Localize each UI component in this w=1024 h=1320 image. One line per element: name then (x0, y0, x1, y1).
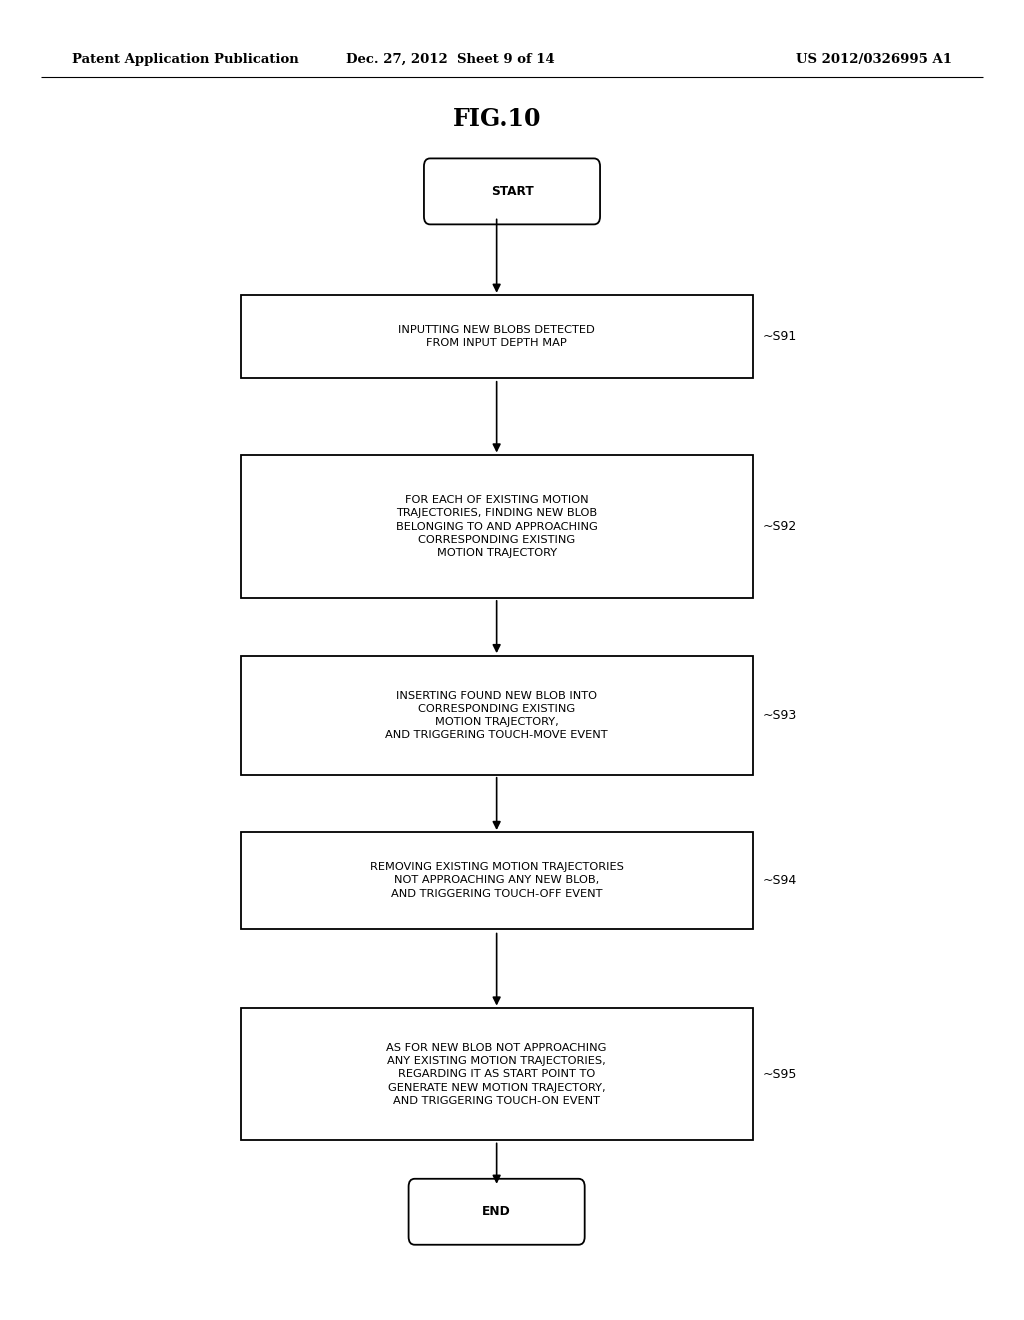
Text: INSERTING FOUND NEW BLOB INTO
CORRESPONDING EXISTING
MOTION TRAJECTORY,
AND TRIG: INSERTING FOUND NEW BLOB INTO CORRESPOND… (385, 690, 608, 741)
Text: FOR EACH OF EXISTING MOTION
TRAJECTORIES, FINDING NEW BLOB
BELONGING TO AND APPR: FOR EACH OF EXISTING MOTION TRAJECTORIES… (395, 495, 598, 558)
Text: US 2012/0326995 A1: US 2012/0326995 A1 (797, 53, 952, 66)
Bar (241, 832, 753, 929)
Text: FIG.10: FIG.10 (453, 107, 541, 131)
Text: ~S94: ~S94 (763, 874, 797, 887)
Bar (241, 656, 753, 775)
Text: AS FOR NEW BLOB NOT APPROACHING
ANY EXISTING MOTION TRAJECTORIES,
REGARDING IT A: AS FOR NEW BLOB NOT APPROACHING ANY EXIS… (386, 1043, 607, 1106)
Text: ~S95: ~S95 (763, 1068, 798, 1081)
Text: END: END (482, 1205, 511, 1218)
Text: REMOVING EXISTING MOTION TRAJECTORIES
NOT APPROACHING ANY NEW BLOB,
AND TRIGGERI: REMOVING EXISTING MOTION TRAJECTORIES NO… (370, 862, 624, 899)
Bar (241, 1008, 753, 1140)
Bar (241, 296, 753, 378)
Text: Dec. 27, 2012  Sheet 9 of 14: Dec. 27, 2012 Sheet 9 of 14 (346, 53, 555, 66)
Text: ~S92: ~S92 (763, 520, 797, 533)
Text: ~S93: ~S93 (763, 709, 797, 722)
Text: START: START (490, 185, 534, 198)
FancyBboxPatch shape (424, 158, 600, 224)
Text: INPUTTING NEW BLOBS DETECTED
FROM INPUT DEPTH MAP: INPUTTING NEW BLOBS DETECTED FROM INPUT … (398, 325, 595, 348)
Bar (241, 455, 753, 598)
Text: Patent Application Publication: Patent Application Publication (72, 53, 298, 66)
FancyBboxPatch shape (409, 1179, 585, 1245)
Text: ~S91: ~S91 (763, 330, 797, 343)
